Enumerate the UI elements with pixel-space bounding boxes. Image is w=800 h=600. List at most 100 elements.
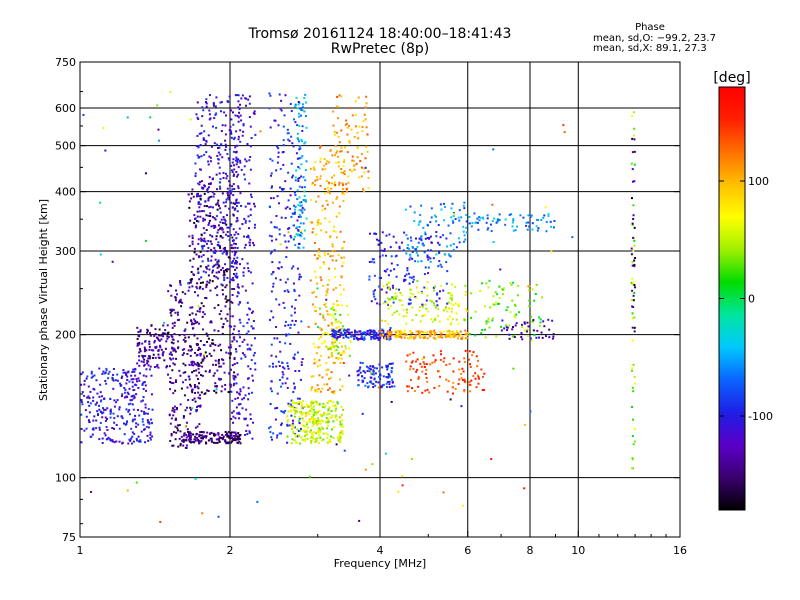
echo-point xyxy=(292,432,295,435)
echo-point xyxy=(316,430,319,433)
echo-point xyxy=(538,336,541,339)
echo-point xyxy=(301,186,304,189)
echo-point xyxy=(198,278,201,281)
echo-point xyxy=(356,374,359,377)
echo-point xyxy=(248,116,251,119)
echo-point xyxy=(207,337,210,340)
echo-point xyxy=(394,331,397,334)
echo-point xyxy=(341,325,344,328)
echo-point xyxy=(410,239,413,242)
echo-point xyxy=(354,125,357,128)
echo-point xyxy=(269,425,272,428)
echo-point xyxy=(378,370,381,373)
echo-point xyxy=(326,288,329,291)
echo-point xyxy=(631,467,634,470)
echo-point xyxy=(372,383,375,386)
echo-point xyxy=(277,151,280,154)
echo-point xyxy=(198,442,201,445)
echo-point xyxy=(410,361,413,364)
echo-point xyxy=(280,423,283,426)
echo-point xyxy=(520,336,523,339)
echo-point xyxy=(234,246,237,249)
echo-point xyxy=(318,327,321,330)
echo-point xyxy=(419,220,422,223)
echo-point xyxy=(485,221,488,224)
echo-point xyxy=(435,231,438,234)
echo-point xyxy=(202,186,205,189)
echo-point xyxy=(226,277,229,280)
echo-point xyxy=(315,411,318,414)
echo-point xyxy=(335,151,338,154)
echo-point xyxy=(328,220,331,223)
colorbar-tick-label: 0 xyxy=(748,293,755,306)
echo-point xyxy=(148,422,151,425)
echo-point xyxy=(132,440,135,443)
echo-point xyxy=(298,419,301,422)
echo-point xyxy=(385,376,388,379)
echo-point xyxy=(385,364,388,367)
echo-point xyxy=(319,422,322,425)
echo-point xyxy=(235,406,238,409)
echo-point xyxy=(106,417,109,420)
echo-point xyxy=(298,278,301,281)
echo-point xyxy=(86,375,89,378)
echo-point xyxy=(284,281,287,284)
echo-point xyxy=(526,328,529,331)
echo-point xyxy=(417,260,420,263)
echo-point xyxy=(207,214,210,217)
echo-point xyxy=(369,380,372,383)
echo-point xyxy=(312,342,315,345)
echo-point xyxy=(389,298,392,301)
echo-point xyxy=(382,375,385,378)
echo-point xyxy=(187,435,190,438)
echo-point xyxy=(244,394,247,397)
echo-point xyxy=(149,116,152,119)
echo-point xyxy=(469,316,472,319)
echo-point xyxy=(171,335,174,338)
echo-point xyxy=(234,417,237,420)
echo-point xyxy=(326,402,329,405)
echo-point xyxy=(460,405,463,408)
echo-point xyxy=(231,161,234,164)
echo-point xyxy=(429,221,432,224)
echo-point xyxy=(239,192,242,195)
echo-point xyxy=(194,226,197,229)
echo-point xyxy=(231,399,234,402)
echo-point xyxy=(136,362,139,365)
echo-point xyxy=(162,335,165,338)
echo-point xyxy=(207,191,210,194)
echo-point xyxy=(182,338,185,341)
echo-point xyxy=(316,424,319,427)
echo-point xyxy=(195,219,198,222)
echo-point xyxy=(149,433,152,436)
echo-point xyxy=(181,439,184,442)
echo-point xyxy=(281,371,284,374)
echo-point xyxy=(287,404,290,407)
echo-point xyxy=(201,328,204,331)
echo-point xyxy=(335,286,338,289)
echo-point xyxy=(304,179,307,182)
echo-point xyxy=(416,254,419,257)
echo-point xyxy=(369,365,372,368)
echo-point xyxy=(137,423,140,426)
echo-point xyxy=(335,161,338,164)
echo-point xyxy=(144,403,147,406)
echo-point xyxy=(270,310,273,313)
echo-point xyxy=(333,330,336,333)
echo-point xyxy=(552,333,555,336)
echo-point xyxy=(410,457,413,460)
echo-point xyxy=(631,277,634,280)
echo-point xyxy=(168,365,171,368)
echo-point xyxy=(443,206,446,209)
echo-point xyxy=(305,421,308,424)
echo-point xyxy=(474,377,477,380)
echo-point xyxy=(239,321,242,324)
echo-point xyxy=(253,244,256,247)
echo-point xyxy=(214,344,217,347)
echo-point xyxy=(401,484,404,487)
echo-point xyxy=(284,240,287,243)
echo-point xyxy=(199,405,202,408)
echo-point xyxy=(369,330,372,333)
echo-point xyxy=(302,429,305,432)
echo-point xyxy=(358,125,361,128)
